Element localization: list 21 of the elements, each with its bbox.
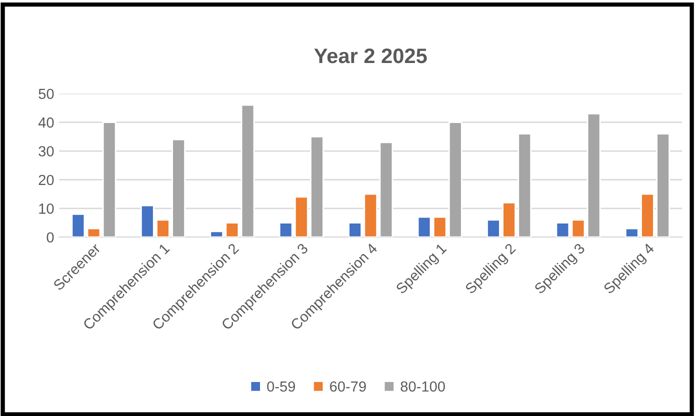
bar	[210, 230, 224, 238]
chart-title: Year 2 2025	[314, 48, 427, 64]
bar	[86, 228, 101, 238]
bar	[240, 104, 255, 238]
bar	[417, 216, 432, 238]
bar	[225, 222, 240, 238]
y-tick-label: 50	[38, 88, 54, 100]
bar	[556, 222, 570, 238]
bar	[102, 122, 116, 238]
bar	[379, 142, 394, 238]
legend-label: 80-100	[400, 381, 445, 392]
bar	[586, 113, 601, 238]
legend-label: 0-59	[267, 381, 296, 392]
legend-label: 60-79	[330, 381, 366, 392]
bar	[71, 213, 86, 238]
y-tick-label: 0	[46, 232, 54, 243]
y-tick-label: 20	[38, 174, 54, 186]
y-tick-label: 30	[38, 146, 54, 156]
y-tick-label: 40	[38, 117, 54, 128]
y-tick-label: 10	[39, 204, 54, 214]
bar	[571, 219, 586, 238]
